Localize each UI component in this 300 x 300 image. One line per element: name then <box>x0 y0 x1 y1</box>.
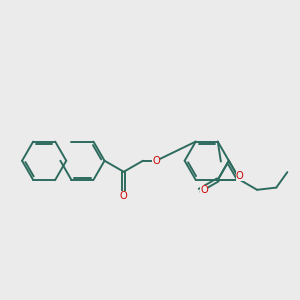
Text: O: O <box>200 185 208 195</box>
Text: O: O <box>120 191 127 201</box>
Text: O: O <box>152 156 160 166</box>
Text: O: O <box>236 171 244 181</box>
